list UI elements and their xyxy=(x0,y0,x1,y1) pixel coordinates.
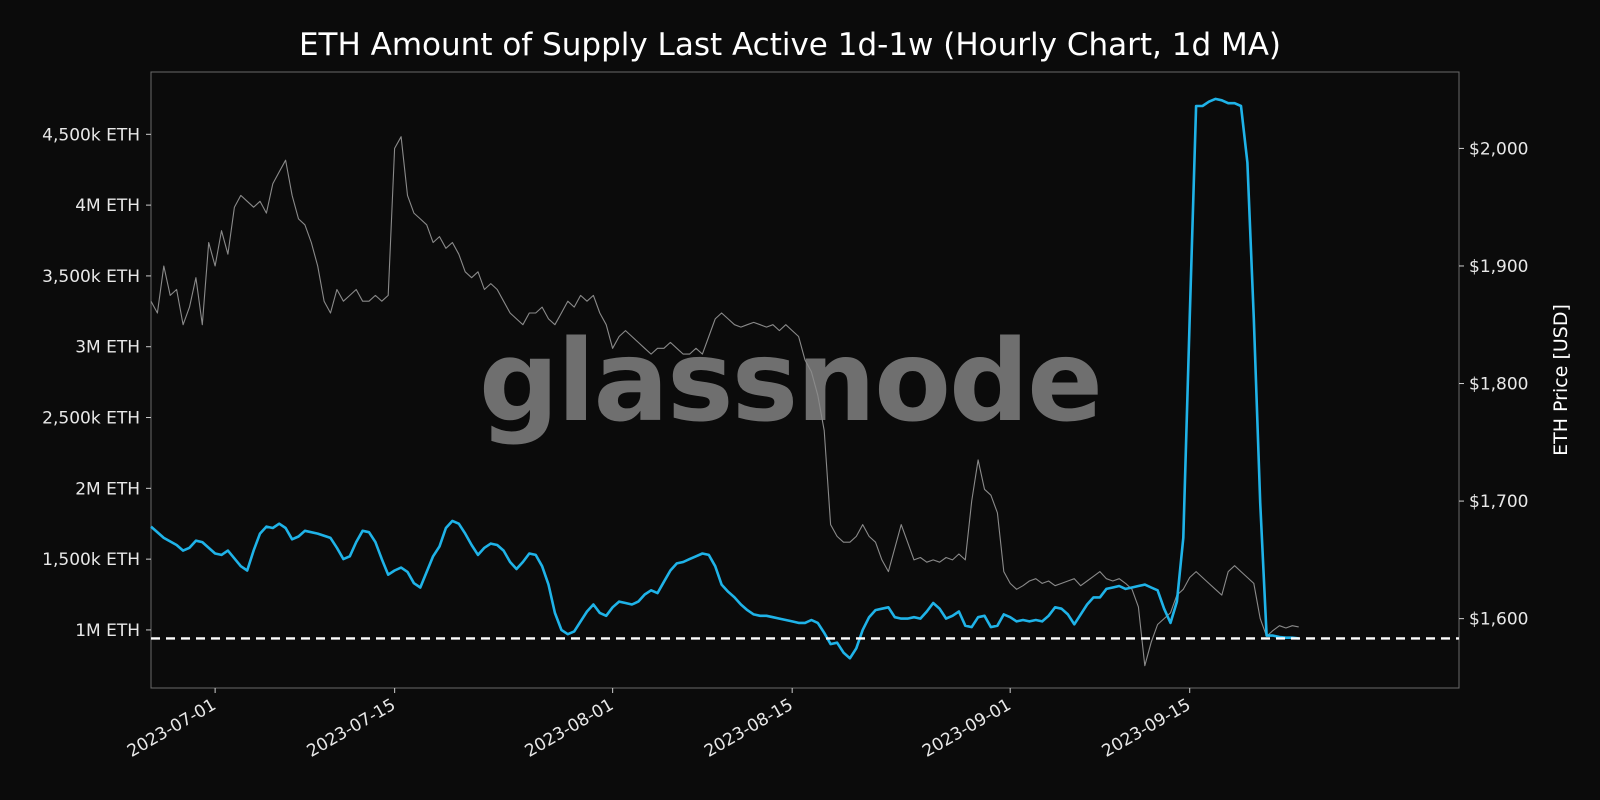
x-tick-label: 2023-07-01 xyxy=(124,695,220,762)
right-tick-label: $1,800 xyxy=(1469,375,1528,395)
x-tick-label: 2023-08-15 xyxy=(701,695,797,762)
x-tick-label: 2023-08-01 xyxy=(522,695,618,762)
x-tick-label: 2023-09-01 xyxy=(919,695,1015,762)
left-tick-label: 4,500k ETH xyxy=(42,125,140,145)
x-tick-label: 2023-09-15 xyxy=(1099,695,1195,762)
price-line xyxy=(150,136,1299,667)
left-tick-label: 1,500k ETH xyxy=(42,550,140,570)
left-tick-label: 2M ETH xyxy=(75,479,140,499)
x-axis: 2023-07-01 2023-07-15 2023-08-01 2023-08-15… xyxy=(124,688,1194,762)
left-tick-label: 3M ETH xyxy=(75,338,140,358)
watermark-logo: glassnode xyxy=(479,317,1101,447)
right-tick-label: $1,700 xyxy=(1469,492,1528,512)
left-tick-label: 4M ETH xyxy=(75,196,140,216)
series-layer xyxy=(150,97,1299,667)
right-axis: $1,600 $1,700 $1,800 $1,900 $2,000 xyxy=(1459,139,1528,630)
chart-title: ETH Amount of Supply Last Active 1d-1w (… xyxy=(299,27,1281,63)
left-tick-label: 2,500k ETH xyxy=(42,409,140,429)
left-tick-label: 1M ETH xyxy=(75,621,140,641)
x-tick-label: 2023-07-15 xyxy=(304,695,400,762)
supply-line xyxy=(150,97,1299,660)
left-axis: 1M ETH 1,500k ETH 2M ETH 2,500k ETH 3M ETH 3,… xyxy=(42,125,151,641)
right-axis-label: ETH Price [USD] xyxy=(1550,304,1572,456)
right-tick-label: $1,900 xyxy=(1469,257,1528,277)
right-tick-label: $2,000 xyxy=(1469,139,1528,159)
plot-area xyxy=(150,71,1460,689)
left-tick-label: 3,500k ETH xyxy=(42,267,140,287)
right-tick-label: $1,600 xyxy=(1469,610,1528,630)
